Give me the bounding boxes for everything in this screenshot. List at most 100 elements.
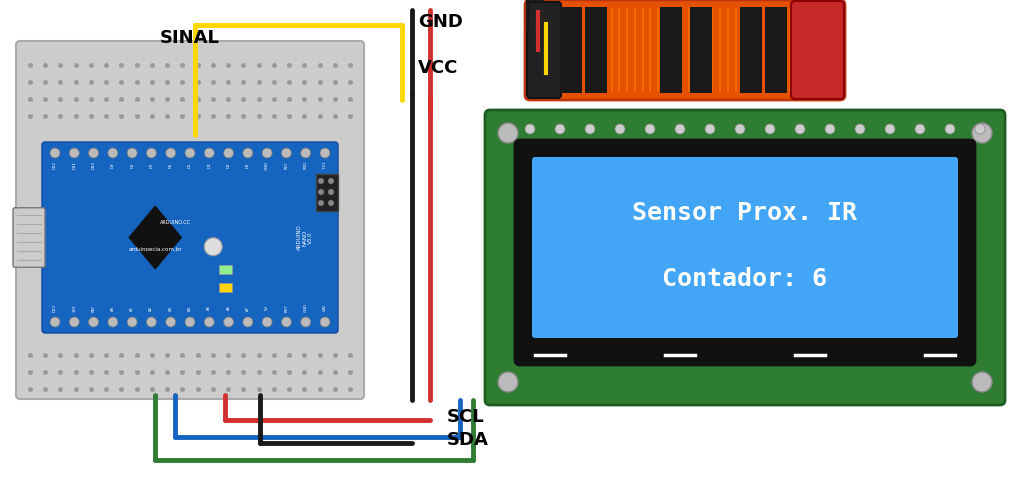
Text: D4: D4 [207, 162, 211, 168]
Circle shape [127, 317, 137, 327]
Bar [765, 7, 787, 93]
Text: A3: A3 [169, 305, 173, 311]
Circle shape [185, 317, 195, 327]
Circle shape [204, 238, 222, 256]
Text: GND: GND [304, 303, 308, 313]
Circle shape [282, 148, 292, 158]
FancyBboxPatch shape [316, 174, 338, 211]
Circle shape [945, 124, 955, 134]
Text: A5: A5 [207, 305, 211, 311]
Text: TX1: TX1 [323, 161, 327, 169]
Circle shape [262, 148, 272, 158]
Bar [585, 7, 607, 93]
Text: D8: D8 [130, 162, 134, 168]
Circle shape [855, 124, 865, 134]
Circle shape [243, 148, 253, 158]
Text: D5: D5 [188, 162, 193, 168]
Circle shape [166, 148, 176, 158]
Text: ARDUINO
NANO
V3.0: ARDUINO NANO V3.0 [297, 225, 313, 250]
Text: A0: A0 [111, 305, 115, 311]
Circle shape [88, 317, 98, 327]
Text: D11: D11 [73, 161, 76, 169]
Text: A1: A1 [130, 305, 134, 311]
FancyBboxPatch shape [485, 110, 1005, 405]
Text: D12: D12 [53, 161, 57, 169]
Bar [560, 7, 582, 93]
Text: Sensor Prox. IR: Sensor Prox. IR [633, 201, 857, 225]
Circle shape [204, 317, 214, 327]
Text: D9: D9 [111, 162, 115, 168]
Text: D2: D2 [246, 162, 250, 168]
Circle shape [328, 189, 334, 195]
Circle shape [318, 200, 324, 206]
Circle shape [127, 148, 137, 158]
Text: VIN: VIN [323, 305, 327, 311]
FancyBboxPatch shape [16, 41, 364, 399]
FancyBboxPatch shape [791, 1, 844, 99]
Text: GND: GND [265, 161, 269, 169]
Text: D3: D3 [226, 162, 230, 168]
FancyBboxPatch shape [527, 2, 561, 98]
FancyBboxPatch shape [42, 142, 338, 333]
Circle shape [301, 148, 310, 158]
Circle shape [795, 124, 805, 134]
Circle shape [885, 124, 895, 134]
Text: SCL: SCL [447, 408, 484, 426]
Text: A7: A7 [246, 305, 250, 311]
FancyBboxPatch shape [218, 283, 231, 292]
FancyBboxPatch shape [515, 140, 975, 365]
Circle shape [318, 178, 324, 184]
Text: arduinoecia.com.br: arduinoecia.com.br [128, 247, 182, 252]
Circle shape [243, 317, 253, 327]
Bar [690, 7, 712, 93]
Circle shape [319, 317, 330, 327]
Circle shape [498, 372, 518, 392]
Text: 3V3: 3V3 [73, 304, 76, 312]
Circle shape [645, 124, 655, 134]
Text: 5V: 5V [265, 305, 269, 311]
Text: REF: REF [91, 304, 95, 312]
Circle shape [223, 317, 233, 327]
Circle shape [282, 317, 292, 327]
Circle shape [972, 123, 992, 143]
Circle shape [88, 148, 98, 158]
Circle shape [262, 317, 272, 327]
Circle shape [50, 317, 60, 327]
FancyBboxPatch shape [525, 0, 845, 100]
Bar [660, 7, 682, 93]
Circle shape [301, 317, 310, 327]
FancyBboxPatch shape [532, 157, 958, 338]
Circle shape [825, 124, 835, 134]
Circle shape [765, 124, 775, 134]
Circle shape [319, 148, 330, 158]
Circle shape [70, 148, 79, 158]
Text: ARDUINO.CC: ARDUINO.CC [160, 220, 190, 225]
Polygon shape [129, 206, 181, 269]
Text: D10: D10 [91, 161, 95, 169]
Circle shape [223, 148, 233, 158]
Circle shape [328, 200, 334, 206]
Circle shape [204, 148, 214, 158]
Circle shape [146, 317, 157, 327]
Circle shape [705, 124, 715, 134]
Circle shape [108, 148, 118, 158]
Circle shape [585, 124, 595, 134]
Text: D7: D7 [150, 162, 154, 168]
Text: D13: D13 [53, 304, 57, 312]
Circle shape [50, 148, 60, 158]
Text: A6: A6 [226, 305, 230, 311]
Text: RXD: RXD [304, 161, 308, 169]
Circle shape [675, 124, 685, 134]
Circle shape [735, 124, 745, 134]
Text: A4: A4 [188, 305, 193, 311]
Circle shape [166, 317, 176, 327]
Circle shape [70, 317, 79, 327]
Bar [740, 7, 762, 93]
Circle shape [975, 124, 985, 134]
Text: Contador: 6: Contador: 6 [663, 267, 827, 291]
Circle shape [498, 123, 518, 143]
Text: VCC: VCC [418, 59, 459, 77]
Circle shape [972, 372, 992, 392]
Circle shape [108, 317, 118, 327]
Circle shape [185, 148, 195, 158]
